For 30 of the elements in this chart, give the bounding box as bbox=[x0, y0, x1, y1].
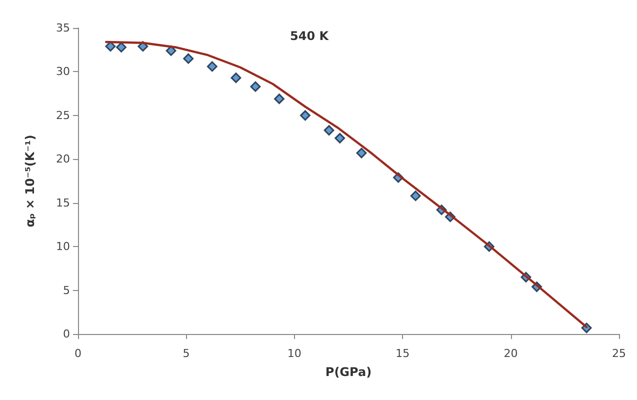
y-tick-label: 35 bbox=[56, 22, 70, 34]
point bbox=[300, 110, 310, 121]
point bbox=[324, 125, 334, 136]
x-tick-label: 0 bbox=[74, 347, 82, 360]
point bbox=[183, 53, 194, 64]
x-tick-label: 15 bbox=[396, 347, 410, 360]
point bbox=[230, 72, 242, 84]
point bbox=[250, 81, 261, 92]
y-tick-label: 15 bbox=[56, 196, 70, 210]
x-tick-label: 20 bbox=[504, 347, 518, 360]
point bbox=[105, 41, 116, 52]
point bbox=[356, 148, 367, 158]
y-tick-label: 0 bbox=[63, 328, 70, 340]
point bbox=[274, 94, 285, 104]
point bbox=[334, 132, 346, 144]
point bbox=[410, 190, 421, 202]
point bbox=[166, 45, 176, 56]
y-tick-label: 30 bbox=[56, 65, 70, 78]
y-tick-label: 10 bbox=[56, 240, 70, 254]
y-axis-title: αₚ × 10⁻⁵(K⁻¹) bbox=[23, 134, 37, 228]
x-tick-label: 25 bbox=[612, 347, 626, 360]
x-tick-label: 10 bbox=[287, 347, 302, 360]
annotation: 540 K bbox=[290, 29, 330, 43]
x-axis-title: P(GPa) bbox=[325, 365, 372, 379]
point bbox=[206, 61, 218, 72]
point bbox=[116, 42, 127, 52]
y-tick-label: 5 bbox=[63, 284, 70, 297]
x-tick-label: 5 bbox=[182, 347, 190, 360]
y-tick-label: 25 bbox=[56, 108, 70, 122]
y-tick-label: 20 bbox=[56, 152, 70, 166]
